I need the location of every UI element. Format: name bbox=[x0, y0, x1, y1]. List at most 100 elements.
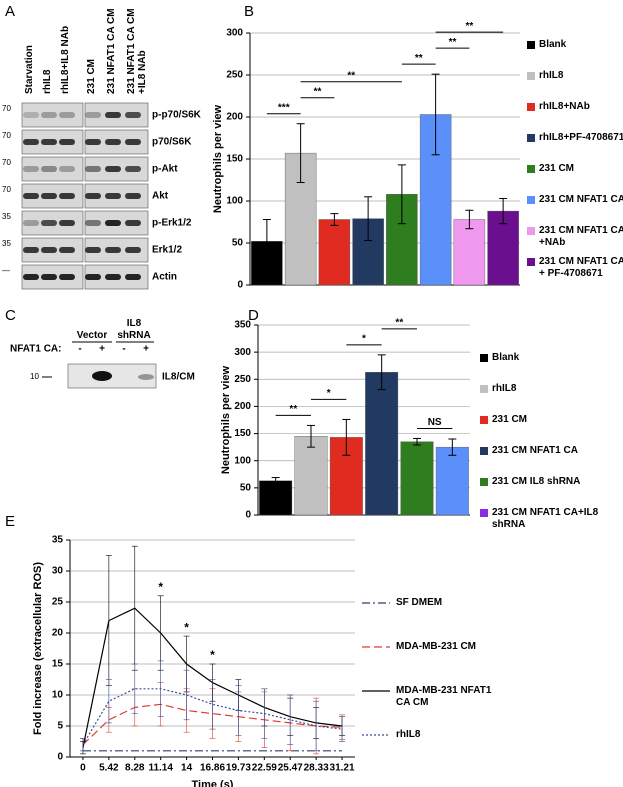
bar bbox=[365, 372, 399, 516]
legend-swatch bbox=[480, 447, 488, 455]
blot-band bbox=[41, 166, 57, 172]
row-label: p-Erk1/2 bbox=[152, 218, 192, 229]
legend-label: MDA-MB-231 CM bbox=[396, 641, 476, 652]
significance-label: * bbox=[362, 333, 366, 344]
blot-band bbox=[125, 166, 141, 172]
legend-label: 231 CM NFAT1 CA bbox=[492, 445, 578, 456]
lane-label: 231 NFAT1 CA CM +IL8 NAb bbox=[126, 8, 148, 94]
significance-label: ** bbox=[347, 70, 355, 81]
legend-label: rhIL8+PF-4708671 bbox=[539, 132, 623, 143]
band-label: IL8/CM bbox=[162, 372, 195, 383]
significance-label: ** bbox=[314, 86, 322, 97]
blot-band bbox=[41, 193, 57, 199]
legend-swatch bbox=[480, 416, 488, 424]
sign: - bbox=[122, 344, 125, 355]
significance-label: NS bbox=[428, 417, 442, 428]
legend-label: 231 CM IL8 shRNA bbox=[492, 476, 581, 487]
x-tick-label: 11.14 bbox=[148, 763, 173, 774]
mw-marker: — bbox=[2, 266, 10, 275]
blot-strip bbox=[21, 156, 84, 182]
x-tick-label: 22.59 bbox=[252, 763, 277, 774]
legend-label: rhIL8 bbox=[492, 383, 517, 394]
bar bbox=[435, 446, 469, 516]
legend-swatch bbox=[527, 103, 535, 111]
legend-swatch bbox=[527, 196, 535, 204]
bar bbox=[453, 219, 486, 286]
x-tick-label: 14 bbox=[181, 763, 193, 774]
blot-strip bbox=[21, 102, 84, 128]
blot-band bbox=[105, 166, 121, 172]
blot-band bbox=[125, 193, 141, 199]
blot-band bbox=[41, 274, 57, 280]
blot-band bbox=[23, 220, 39, 226]
blot-band bbox=[125, 220, 141, 226]
group-label: IL8 shRNA bbox=[117, 318, 151, 341]
x-axis-label: Time (s) bbox=[192, 779, 234, 787]
bar bbox=[318, 219, 351, 286]
y-tick-label: 5 bbox=[57, 721, 63, 732]
y-tick-label: 250 bbox=[234, 374, 251, 385]
sign: - bbox=[78, 344, 81, 355]
blot-band bbox=[59, 220, 75, 226]
blot-band bbox=[85, 139, 101, 145]
mw-marker: 70 bbox=[2, 131, 11, 140]
significance-label: * bbox=[184, 620, 189, 634]
sign: + bbox=[143, 344, 149, 355]
y-tick-label: 25 bbox=[52, 597, 64, 608]
legend-swatch bbox=[527, 41, 535, 49]
mw-marker: 35 bbox=[2, 239, 11, 248]
x-tick-label: 5.42 bbox=[99, 763, 119, 774]
blot-band bbox=[85, 193, 101, 199]
legend-label: 231 CM NFAT1 CA +NAb bbox=[539, 225, 623, 248]
y-tick-label: 20 bbox=[52, 628, 64, 639]
y-tick-label: 150 bbox=[226, 154, 243, 165]
y-tick-label: 0 bbox=[57, 752, 63, 763]
blot-band bbox=[85, 274, 101, 280]
row-label: Actin bbox=[152, 272, 177, 283]
legend-label: Blank bbox=[539, 39, 567, 50]
blot-band bbox=[41, 220, 57, 226]
blot-band bbox=[125, 274, 141, 280]
row-label: NFAT1 CA: bbox=[10, 344, 61, 355]
mw-marker: 35 bbox=[2, 212, 11, 221]
legend-swatch bbox=[527, 134, 535, 142]
sign: + bbox=[99, 344, 105, 355]
blot-band bbox=[41, 139, 57, 145]
blot-band bbox=[85, 112, 101, 118]
lane-label: rhIL8 bbox=[42, 69, 53, 94]
legend-label: Blank bbox=[492, 352, 520, 363]
significance-label: ** bbox=[395, 317, 403, 328]
mw-marker: 70 bbox=[2, 158, 11, 167]
legend-label: 231 CM NFAT1 CA+IL8 shRNA bbox=[492, 507, 599, 530]
significance-label: ** bbox=[415, 53, 423, 64]
y-tick-label: 15 bbox=[52, 659, 64, 670]
blot-band bbox=[125, 247, 141, 253]
mw-marker: 10 bbox=[30, 372, 39, 381]
legend-swatch bbox=[527, 258, 535, 266]
x-tick-label: 16.86 bbox=[200, 763, 225, 774]
panel-label: D bbox=[248, 307, 259, 324]
y-tick-label: 300 bbox=[226, 28, 243, 39]
x-tick-label: 8.28 bbox=[125, 763, 145, 774]
legend-label: rhIL8+NAb bbox=[539, 101, 590, 112]
blot-band bbox=[125, 112, 141, 118]
blot-band bbox=[105, 220, 121, 226]
blot-band bbox=[85, 247, 101, 253]
blot-band bbox=[59, 274, 75, 280]
lane-label: Starvation bbox=[24, 45, 35, 94]
blot-band bbox=[59, 166, 75, 172]
blot-band bbox=[23, 166, 39, 172]
y-tick-label: 300 bbox=[234, 347, 251, 358]
legend-swatch bbox=[527, 165, 535, 173]
row-label: p-p70/S6K bbox=[152, 110, 202, 121]
y-tick-label: 35 bbox=[52, 535, 64, 546]
blot-band bbox=[105, 274, 121, 280]
blot-band bbox=[23, 274, 39, 280]
legend-label: rhIL8 bbox=[539, 70, 564, 81]
x-tick-label: 31.21 bbox=[330, 763, 355, 774]
x-tick-label: 28.33 bbox=[304, 763, 329, 774]
significance-label: *** bbox=[278, 102, 290, 113]
mw-marker: 70 bbox=[2, 185, 11, 194]
legend-swatch bbox=[527, 227, 535, 235]
